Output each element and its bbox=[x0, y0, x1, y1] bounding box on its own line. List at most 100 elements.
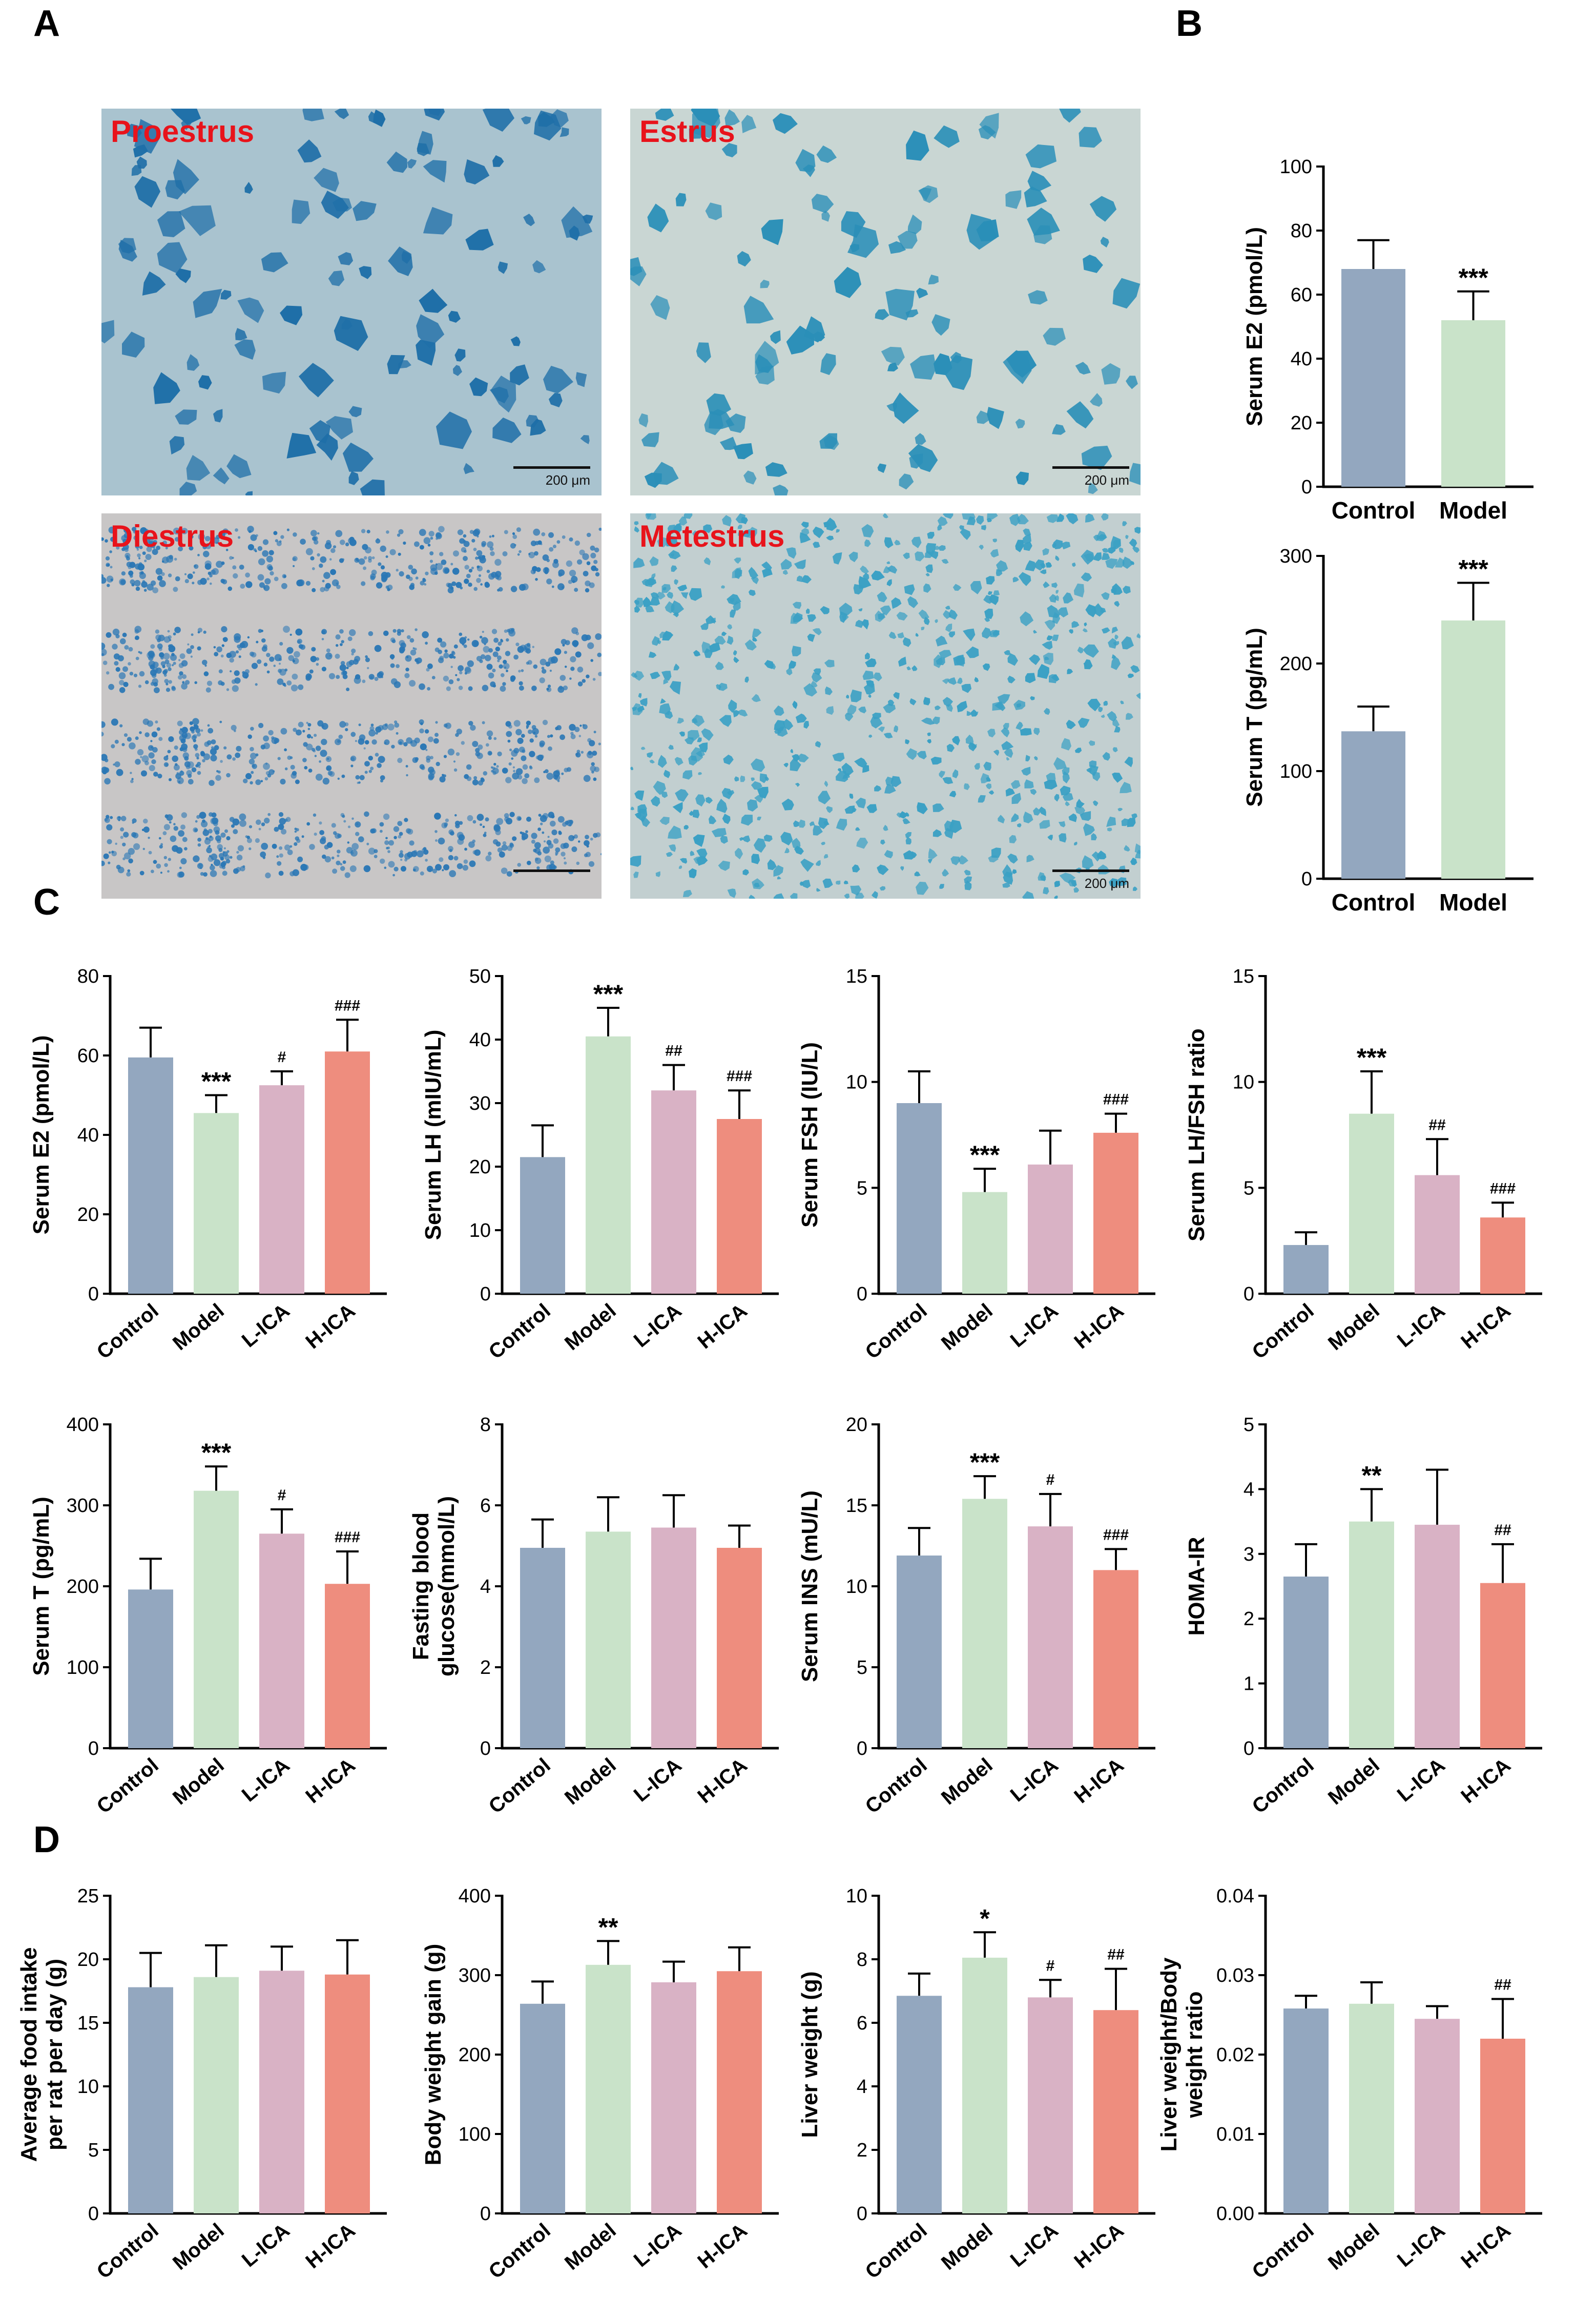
panel-letter-c: C bbox=[33, 882, 60, 923]
micrograph-proestrus: Proestrus 200 μm bbox=[101, 109, 602, 495]
y-tick-label: 5 bbox=[857, 1657, 867, 1678]
significance-mark: *** bbox=[593, 980, 624, 1008]
x-tick-label: Model bbox=[937, 2219, 997, 2274]
y-tick-label: 0.01 bbox=[1216, 2124, 1254, 2145]
y-tick-label: 5 bbox=[857, 1177, 867, 1199]
x-tick-label: H-ICA bbox=[301, 1299, 359, 1353]
stage-label-metestrus: Metestrus bbox=[639, 519, 785, 553]
chart-c4: 0 5 10 15 Serum LH/FSH ratio Control *** Model #… bbox=[1184, 966, 1542, 1363]
bar-h-ica bbox=[325, 1974, 370, 2213]
bar-h-ica bbox=[1093, 1570, 1138, 1748]
bar-l-ica bbox=[1415, 2019, 1460, 2213]
x-tick-label: Model bbox=[169, 2219, 229, 2274]
significance-mark: ## bbox=[1428, 1116, 1446, 1133]
chart-d1: 0 5 10 15 20 25 Average food intakeper rat per… bbox=[16, 1885, 387, 2283]
stage-label-proestrus: Proestrus bbox=[111, 114, 255, 149]
y-tick-label: 4 bbox=[857, 2076, 867, 2098]
scale-bar-label: 200 μm bbox=[1084, 472, 1129, 488]
scale-bar-label: 200 μm bbox=[1084, 876, 1129, 891]
micrograph-estrus: Estrus 200 μm bbox=[630, 109, 1141, 495]
bar-control bbox=[897, 1555, 942, 1748]
y-tick-label: 10 bbox=[846, 1072, 867, 1093]
x-tick-label: Model bbox=[937, 1754, 997, 1809]
x-tick-label: Control bbox=[485, 2219, 555, 2283]
bar-model bbox=[962, 1192, 1007, 1294]
y-tick-label: 0.02 bbox=[1216, 2044, 1254, 2066]
bar-l-ica bbox=[651, 1090, 696, 1294]
significance-mark: ### bbox=[335, 997, 360, 1014]
x-tick-label: L-ICA bbox=[1006, 2219, 1063, 2271]
x-tick-label: Control bbox=[93, 1754, 163, 1818]
x-tick-label: Control bbox=[861, 1754, 931, 1818]
significance-mark: ## bbox=[1494, 1977, 1511, 1994]
bar-l-ica bbox=[259, 1085, 304, 1294]
chart-c8: 0 1 2 3 4 5 HOMA-IR Control ** Model L-ICA ## H-ICA bbox=[1184, 1414, 1542, 1818]
significance-mark: *** bbox=[1357, 1043, 1387, 1072]
y-tick-label: 0 bbox=[480, 2203, 491, 2225]
y-axis-label: Body weight gain (g) bbox=[421, 1944, 446, 2166]
chart-b2: 0 100 200 300 Serum T (pg/mL) Control *** Model bbox=[1242, 546, 1533, 916]
bar-h-ica bbox=[325, 1051, 370, 1294]
x-tick-label: Model bbox=[1439, 497, 1507, 524]
significance-mark: # bbox=[1046, 1957, 1055, 1974]
y-tick-label: 10 bbox=[77, 2076, 99, 2098]
bar-h-ica bbox=[1480, 1217, 1525, 1294]
significance-mark: ### bbox=[1490, 1180, 1516, 1197]
stage-label-estrus: Estrus bbox=[639, 114, 735, 149]
chart-c2: 0 10 20 30 40 50 Serum LH (mIU/mL) Control *** Mo… bbox=[421, 966, 779, 1363]
significance-mark: ## bbox=[1107, 1946, 1125, 1963]
y-axis-label: Serum FSH (IU/L) bbox=[797, 1042, 822, 1228]
panel-letter-a: A bbox=[33, 3, 60, 44]
y-tick-label: 8 bbox=[857, 1949, 867, 1971]
y-tick-label: 40 bbox=[1291, 348, 1312, 370]
y-tick-label: 300 bbox=[459, 1965, 491, 1986]
bar-h-ica bbox=[1480, 2039, 1525, 2213]
y-tick-label: 100 bbox=[1280, 761, 1312, 782]
x-tick-label: H-ICA bbox=[1457, 1754, 1515, 1808]
y-tick-label: 0.00 bbox=[1216, 2203, 1254, 2225]
x-tick-label: H-ICA bbox=[301, 2219, 359, 2273]
x-tick-label: L-ICA bbox=[238, 1299, 294, 1352]
y-axis-label: Fasting bloodglucose(mmol/L) bbox=[408, 1496, 459, 1676]
chart-c7: 0 5 10 15 20 Serum INS (mU/L) Control *** Model #… bbox=[797, 1414, 1155, 1818]
micrograph-proestrus-image bbox=[101, 109, 602, 495]
panel-letter-b: B bbox=[1176, 3, 1203, 44]
x-tick-label: Control bbox=[1332, 889, 1416, 916]
x-tick-label: Model bbox=[1439, 889, 1507, 916]
micrograph-metestrus: Metestrus 200 μm bbox=[630, 513, 1141, 899]
significance-mark: ** bbox=[598, 1913, 618, 1941]
bar-model bbox=[194, 1490, 239, 1748]
scale-bar bbox=[1052, 466, 1129, 469]
bar-l-ica bbox=[1028, 1526, 1073, 1748]
x-tick-label: L-ICA bbox=[238, 1754, 294, 1806]
y-tick-label: 20 bbox=[1291, 412, 1312, 434]
bar-l-ica bbox=[651, 1527, 696, 1748]
y-tick-label: 20 bbox=[469, 1156, 491, 1178]
micrograph-metestrus-image bbox=[630, 513, 1141, 899]
bar-control bbox=[128, 1589, 173, 1748]
y-tick-label: 1 bbox=[1243, 1673, 1254, 1695]
chart-d4: 0.00 0.01 0.02 0.03 0.04 Liver weight/Bodywei… bbox=[1156, 1885, 1542, 2283]
y-tick-label: 2 bbox=[1243, 1608, 1254, 1630]
y-tick-label: 10 bbox=[846, 1576, 867, 1598]
y-tick-label: 0 bbox=[1243, 1738, 1254, 1759]
y-tick-label: 20 bbox=[846, 1414, 867, 1436]
significance-mark: ### bbox=[1103, 1526, 1129, 1543]
significance-mark: *** bbox=[201, 1438, 232, 1467]
significance-mark: ## bbox=[1494, 1522, 1511, 1539]
bar-model bbox=[1349, 1521, 1394, 1748]
y-tick-label: 0 bbox=[88, 1283, 99, 1305]
y-tick-label: 10 bbox=[846, 1885, 867, 1907]
x-tick-label: H-ICA bbox=[693, 2219, 751, 2273]
chart-d3: 0 2 4 6 8 10 Liver weight (g) Control * Model # L-I… bbox=[797, 1885, 1155, 2283]
chart-d2: 0 100 200 300 400 Body weight gain (g) Control… bbox=[421, 1885, 779, 2283]
y-tick-label: 0 bbox=[857, 2203, 867, 2225]
bar-l-ica bbox=[1415, 1175, 1460, 1294]
y-tick-label: 300 bbox=[1280, 546, 1312, 567]
x-tick-label: H-ICA bbox=[1070, 1754, 1128, 1808]
x-tick-label: H-ICA bbox=[1070, 1299, 1128, 1353]
bar-model bbox=[962, 1499, 1007, 1748]
y-tick-label: 2 bbox=[857, 2140, 867, 2161]
